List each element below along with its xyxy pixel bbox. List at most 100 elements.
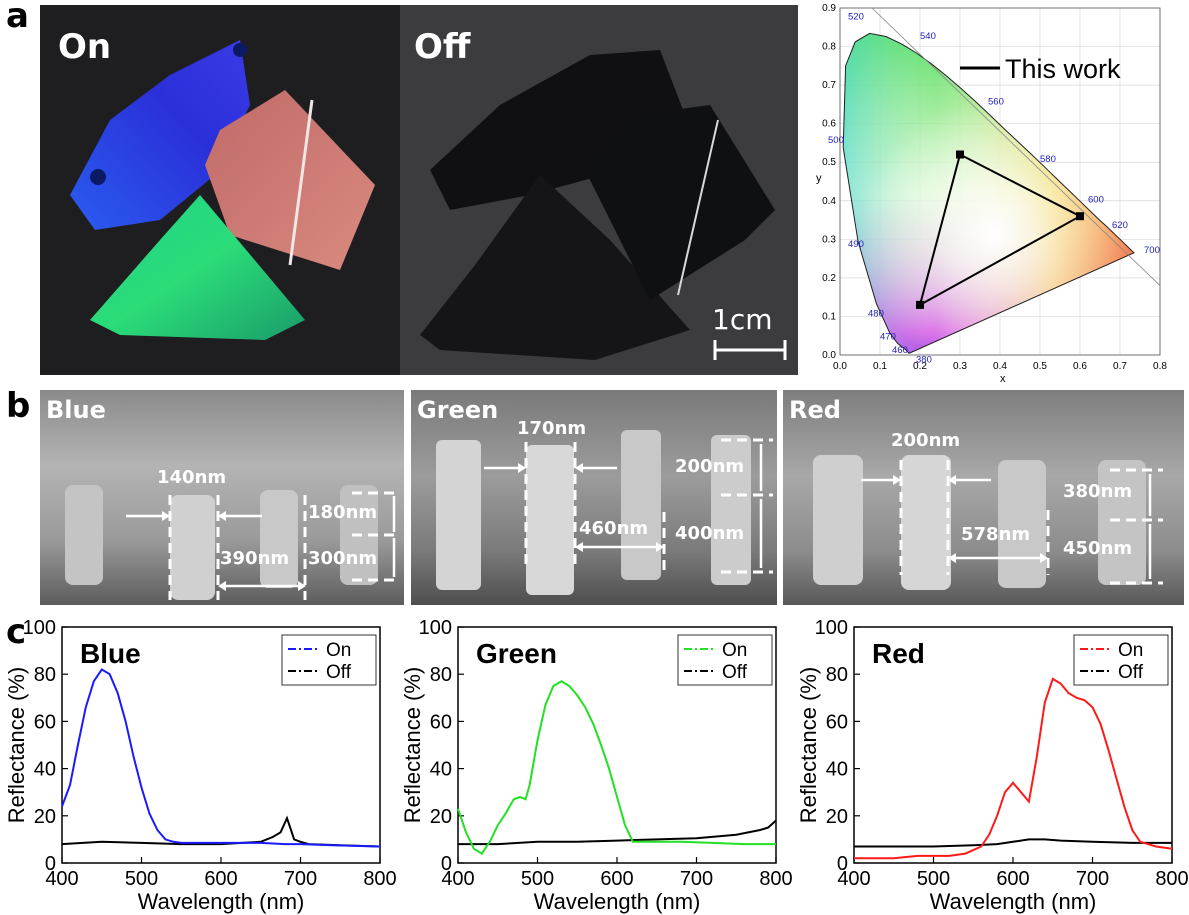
arrow-head bbox=[575, 463, 583, 473]
red-gap-label: 578nm bbox=[961, 524, 1031, 545]
y-tick-label: 0.7 bbox=[822, 80, 836, 91]
legend-label-off: Off bbox=[326, 662, 352, 683]
arrow-head bbox=[218, 581, 226, 591]
y-tick-label: 20 bbox=[826, 806, 848, 828]
sem-green: Green 170nm 460nm 200nm 400nm bbox=[411, 390, 777, 605]
x-axis-label: Wavelength (nm) bbox=[930, 889, 1097, 914]
series-line-off bbox=[458, 819, 777, 846]
wavelength-label: 460 bbox=[892, 345, 908, 356]
pillar bbox=[621, 430, 661, 580]
series-line-on bbox=[457, 680, 776, 855]
sem-red: Red 200nm 578nm 380nm 450nm bbox=[783, 390, 1184, 605]
series-line-on bbox=[61, 668, 381, 848]
x-tick-label: 0.7 bbox=[1113, 361, 1127, 372]
x-tick-label: 600 bbox=[204, 868, 237, 890]
pillar bbox=[711, 435, 751, 585]
chart-title: Blue bbox=[80, 638, 141, 669]
legend-box bbox=[677, 634, 773, 686]
arrow-head bbox=[656, 542, 664, 552]
x-tick-label: 400 bbox=[441, 868, 474, 890]
pillar bbox=[65, 485, 103, 585]
y-tick-label: 0.0 bbox=[822, 350, 836, 361]
gamut-vertex-marker bbox=[956, 150, 964, 159]
x-tick-label: 0.8 bbox=[1153, 361, 1167, 372]
series-line-on bbox=[854, 677, 1173, 860]
legend-label-off: Off bbox=[722, 662, 748, 683]
y-tick-label: 100 bbox=[815, 617, 848, 639]
pillar bbox=[813, 455, 863, 585]
chart-title: Red bbox=[872, 638, 925, 669]
y-tick-label: 100 bbox=[419, 617, 452, 639]
sem-blue-title: Blue bbox=[46, 396, 106, 424]
arrow-head bbox=[948, 553, 956, 563]
arrow-head bbox=[298, 581, 306, 591]
y-tick-label: 80 bbox=[430, 664, 452, 686]
spectrum-chart-blue: 400 500 600 700 800 0 20 40 60 80 100 Wavelength (n… bbox=[4, 617, 396, 914]
series-line-off bbox=[854, 838, 1172, 848]
x-tick-label: 0.4 bbox=[993, 361, 1007, 372]
blue-sample bbox=[70, 40, 250, 230]
y-tick-label: 0.5 bbox=[822, 157, 836, 168]
gamut-triangle bbox=[918, 153, 1083, 307]
blue-gap-label: 390nm bbox=[220, 548, 290, 569]
blue-bottom-height-label: 300nm bbox=[308, 548, 378, 569]
blue-width-label: 140nm bbox=[157, 467, 227, 488]
pillar bbox=[526, 445, 574, 595]
wavelength-label: 700 bbox=[1144, 245, 1160, 256]
y-tick-label: 0 bbox=[837, 853, 848, 875]
x-tick-label: 800 bbox=[1155, 868, 1188, 890]
off-sample-2 bbox=[420, 175, 690, 360]
photo-on: On bbox=[40, 5, 400, 375]
y-tick-label: 0.9 bbox=[822, 3, 836, 14]
gamut-vertices bbox=[916, 150, 1084, 309]
x-tick-label: 800 bbox=[363, 868, 396, 890]
wavelength-label: 540 bbox=[920, 31, 936, 42]
arrow-head bbox=[1040, 553, 1048, 563]
x-axis-label: Wavelength (nm) bbox=[138, 889, 305, 914]
x-tick-label: 800 bbox=[759, 868, 792, 890]
wavelength-label: 490 bbox=[848, 239, 864, 250]
off-label: Off bbox=[414, 27, 471, 67]
y-tick-label: 20 bbox=[430, 806, 452, 828]
y-axis-label: Reflectance (%) bbox=[796, 667, 821, 824]
wavelength-label: 470 bbox=[880, 332, 896, 343]
green-sample bbox=[90, 195, 305, 340]
x-tick-label: 600 bbox=[600, 868, 633, 890]
wavelength-label: 560 bbox=[988, 96, 1004, 107]
wavelength-label: 500 bbox=[828, 135, 844, 146]
y-tick-label: 0.4 bbox=[822, 196, 836, 207]
pillar bbox=[998, 460, 1046, 588]
legend-label-on: On bbox=[326, 640, 351, 661]
green-gap-label: 460nm bbox=[579, 518, 649, 539]
y-tick-label: 40 bbox=[430, 759, 452, 781]
arrow-head bbox=[162, 511, 170, 521]
green-width-label: 170nm bbox=[517, 418, 587, 439]
x-tick-label: 600 bbox=[996, 868, 1029, 890]
cie-diagonal-line bbox=[871, 7, 1161, 286]
legend-label-on: On bbox=[1118, 640, 1143, 661]
wavelength-label: 580 bbox=[1040, 154, 1056, 165]
spectral-locus bbox=[842, 32, 1135, 354]
panel-letter-c: c bbox=[6, 612, 27, 652]
y-tick-label: 0.2 bbox=[822, 273, 836, 284]
legend-label-off: Off bbox=[1118, 662, 1144, 683]
photo-off: Off 1cm bbox=[400, 5, 798, 375]
x-tick-label: 400 bbox=[45, 868, 78, 890]
legend-this-work: This work bbox=[1005, 54, 1121, 84]
red-sample-scratch bbox=[288, 99, 314, 266]
y-tick-label: 20 bbox=[34, 806, 56, 828]
arrow-head bbox=[948, 475, 956, 485]
x-tick-label: 0.2 bbox=[913, 361, 927, 372]
off-sample-scratch bbox=[677, 119, 719, 296]
arrow-head bbox=[218, 511, 226, 521]
red-sample bbox=[205, 90, 375, 270]
x-tick-label: 700 bbox=[284, 868, 317, 890]
panel-letter-a: a bbox=[6, 0, 29, 36]
blue-sample-hole bbox=[90, 169, 106, 185]
sem-green-pillars bbox=[436, 430, 773, 595]
scale-label: 1cm bbox=[712, 303, 773, 336]
wavelength-label: 600 bbox=[1088, 195, 1104, 206]
cie-wavelength-labels: 380 460 470 480 490 500 520 540 560 580 600 620 700 bbox=[828, 12, 1160, 366]
arrow-head bbox=[518, 463, 526, 473]
arrow-head bbox=[893, 475, 901, 485]
